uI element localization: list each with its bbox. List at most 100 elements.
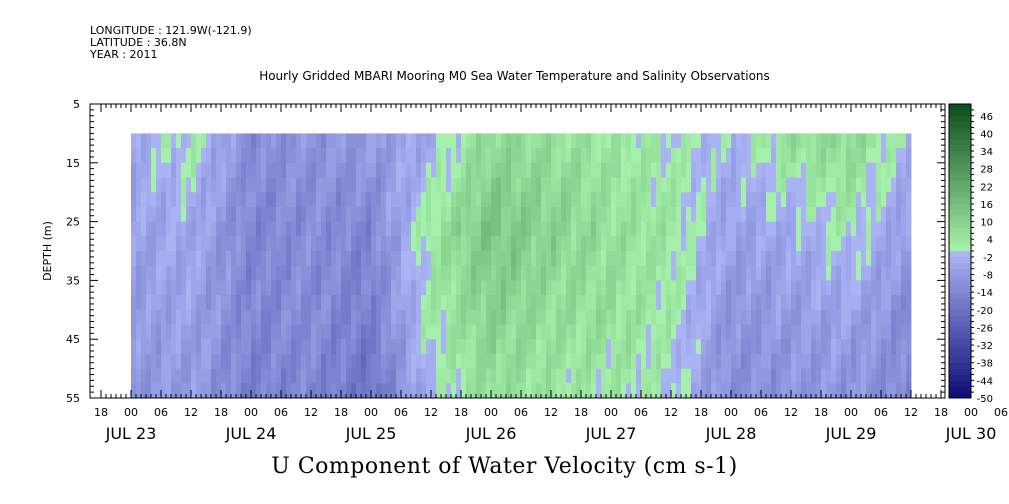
heatmap-cell	[686, 280, 692, 296]
heatmap-cell	[531, 236, 537, 252]
heatmap-cell	[131, 383, 137, 399]
heatmap-cell	[146, 383, 152, 399]
heatmap-cell	[201, 353, 207, 369]
heatmap-cell	[406, 309, 412, 325]
heatmap-cell	[901, 251, 907, 267]
heatmap-cell	[626, 148, 632, 164]
colorbar-swatch	[949, 174, 971, 181]
heatmap-cell	[571, 295, 577, 311]
heatmap-cell	[201, 280, 207, 296]
heatmap-cell	[766, 148, 772, 164]
heatmap-cell	[771, 368, 777, 384]
heatmap-cell	[866, 148, 872, 164]
heatmap-cell	[161, 148, 167, 164]
heatmap-cell	[741, 339, 747, 355]
heatmap-cell	[516, 221, 522, 237]
heatmap-cell	[521, 251, 527, 267]
heatmap-cell	[281, 148, 287, 164]
heatmap-cell	[361, 339, 367, 355]
heatmap-cell	[671, 192, 677, 208]
heatmap-cell	[821, 206, 827, 222]
heatmap-cell	[831, 206, 837, 222]
heatmap-cell	[621, 324, 627, 340]
heatmap-cell	[551, 368, 557, 384]
heatmap-cell	[516, 148, 522, 164]
heatmap-cell	[851, 236, 857, 252]
heatmap-cell	[276, 162, 282, 178]
heatmap-cell	[686, 368, 692, 384]
heatmap-cell	[271, 265, 277, 281]
heatmap-cell	[191, 295, 197, 311]
heatmap-cell	[396, 295, 402, 311]
heatmap-cell	[486, 133, 492, 149]
heatmap-cell	[276, 221, 282, 237]
heatmap-cell	[851, 368, 857, 384]
heatmap-cell	[841, 265, 847, 281]
heatmap-cell	[311, 177, 317, 193]
heatmap-cell	[256, 280, 262, 296]
heatmap-cell	[626, 368, 632, 384]
heatmap-cell	[436, 148, 442, 164]
heatmap-cell	[276, 324, 282, 340]
x-hour-label: 12	[904, 406, 918, 419]
heatmap-cell	[776, 353, 782, 369]
heatmap-cell	[526, 295, 532, 311]
heatmap-cell	[711, 353, 717, 369]
heatmap-cell	[736, 295, 742, 311]
heatmap-cell	[346, 251, 352, 267]
heatmap-cell	[681, 206, 687, 222]
heatmap-cell	[891, 339, 897, 355]
heatmap-cell	[476, 368, 482, 384]
heatmap-cell	[386, 309, 392, 325]
heatmap-cell	[691, 309, 697, 325]
heatmap-cell	[671, 339, 677, 355]
heatmap-cell	[351, 309, 357, 325]
heatmap-cell	[881, 324, 887, 340]
heatmap-cell	[631, 162, 637, 178]
heatmap-cell	[736, 177, 742, 193]
heatmap-cell	[581, 353, 587, 369]
heatmap-cell	[431, 295, 437, 311]
heatmap-cell	[161, 177, 167, 193]
heatmap-cell	[791, 324, 797, 340]
heatmap-cell	[171, 177, 177, 193]
heatmap-cell	[136, 353, 142, 369]
heatmap-cell	[181, 221, 187, 237]
heatmap-cell	[801, 133, 807, 149]
heatmap-cell	[481, 353, 487, 369]
heatmap-cell	[776, 162, 782, 178]
heatmap-cell	[381, 177, 387, 193]
heatmap-cell	[656, 265, 662, 281]
heatmap-cell	[341, 251, 347, 267]
heatmap-cell	[241, 177, 247, 193]
heatmap-cell	[566, 339, 572, 355]
heatmap-cell	[451, 192, 457, 208]
heatmap-cell	[596, 368, 602, 384]
heatmap-cell	[216, 368, 222, 384]
heatmap-cell	[146, 192, 152, 208]
heatmap-cell	[636, 353, 642, 369]
heatmap-cell	[286, 280, 292, 296]
heatmap-cell	[711, 148, 717, 164]
heatmap-cell	[511, 251, 517, 267]
heatmap-cell	[386, 280, 392, 296]
heatmap-cell	[451, 162, 457, 178]
heatmap-cell	[196, 221, 202, 237]
heatmap-cell	[586, 324, 592, 340]
heatmap-cell	[576, 148, 582, 164]
heatmap-cell	[136, 309, 142, 325]
heatmap-cell	[311, 236, 317, 252]
heatmap-cell	[281, 265, 287, 281]
heatmap-cell	[361, 206, 367, 222]
heatmap-cell	[211, 309, 217, 325]
heatmap-cell	[806, 162, 812, 178]
heatmap-cell	[256, 162, 262, 178]
heatmap-cell	[871, 353, 877, 369]
x-hour-label: 18	[934, 406, 948, 419]
heatmap-cell	[871, 383, 877, 399]
heatmap-cell	[636, 177, 642, 193]
heatmap-cell	[476, 206, 482, 222]
heatmap-cell	[451, 265, 457, 281]
heatmap-cell	[361, 133, 367, 149]
heatmap-cell	[876, 162, 882, 178]
